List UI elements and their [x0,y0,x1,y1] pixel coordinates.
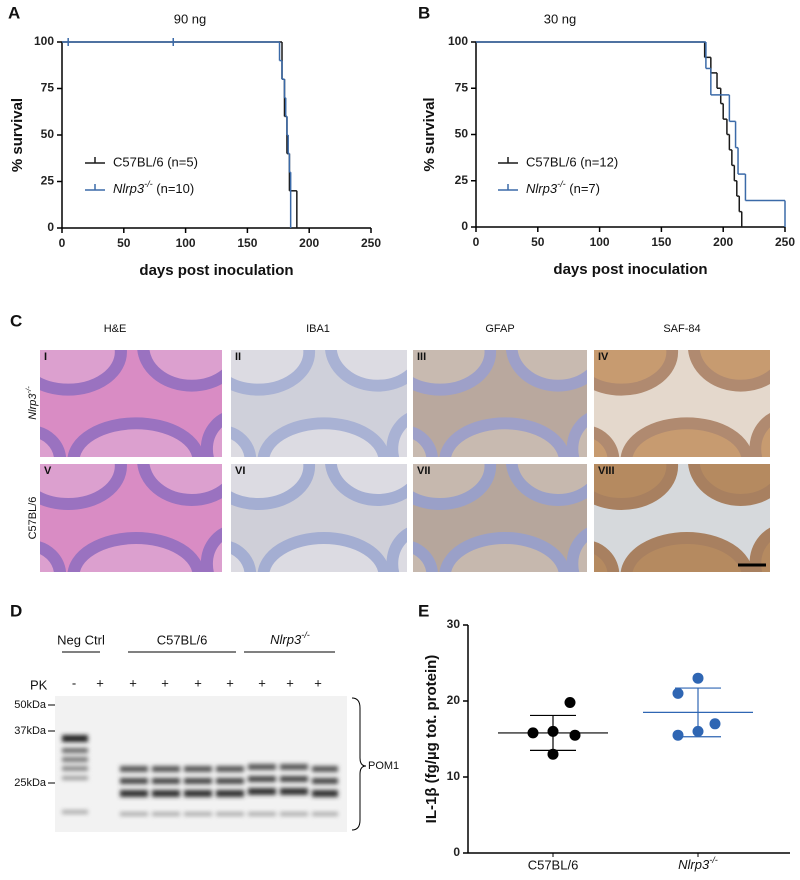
x-tick-label: 250 [361,236,381,250]
row-label: C57BL/6 [27,497,39,540]
marker-label: 25kDa [14,777,47,789]
pk-sign: + [194,675,202,690]
panel-label: D [10,601,22,620]
row-label: Nlrp3-/- [24,386,39,420]
group-label: Nlrp3-/- [270,630,310,647]
panel-numeral: I [44,351,47,363]
y-tick-label: 20 [447,693,461,707]
x-tick-label: 50 [117,236,131,250]
chart-title: 90 ng [174,11,207,26]
x-tick-label: Nlrp3-/- [678,855,718,872]
panel-label: E [418,601,429,620]
column-label: IBA1 [306,323,330,335]
y-tick-label: 0 [47,220,54,234]
x-tick-label: 0 [473,235,480,249]
y-tick-label: 100 [34,34,54,48]
x-tick-label: 200 [713,235,733,249]
pk-label: PK [30,677,48,692]
group-label: Neg Ctrl [57,632,105,647]
chart-title: 30 ng [544,11,577,26]
panel-label: C [10,311,22,330]
y-tick-label: 50 [41,127,55,141]
column-label: GFAP [485,323,514,335]
data-point [547,725,559,737]
pk-sign: + [161,675,169,690]
panel-numeral: II [235,351,241,363]
y-axis-label: IL-1β (fg/µg tot. protein) [423,655,440,824]
data-point [569,729,581,741]
y-tick-label: 0 [461,219,468,233]
x-tick-label: 100 [176,236,196,250]
x-tick-label: 150 [651,235,671,249]
antibody-label: POM1 [368,760,399,772]
pk-sign: - [72,675,76,690]
y-tick-label: 25 [41,174,55,188]
panel-numeral: IV [598,351,609,363]
data-point [564,697,576,709]
x-axis-label: days post inoculation [553,261,707,278]
x-tick-label: 150 [237,236,257,250]
marker-label: 37kDa [14,725,47,737]
data-point [672,687,684,699]
pk-sign: + [226,675,234,690]
pk-sign: + [286,675,294,690]
legend-label: C57BL/6 (n=12) [526,154,618,169]
pk-sign: + [314,675,322,690]
panel-label: A [8,3,20,22]
y-tick-label: 10 [447,769,461,783]
data-point [527,727,539,739]
y-tick-label: 75 [41,81,55,95]
legend-label: Nlrp3-/- (n=7) [526,179,600,196]
x-tick-label: C57BL/6 [528,857,579,872]
pk-sign: + [129,675,137,690]
group-label: C57BL/6 [157,632,208,647]
panel-numeral: VII [417,465,430,477]
data-point [672,729,684,741]
bands [62,735,338,816]
pk-sign: + [258,675,266,690]
y-tick-label: 0 [453,845,460,859]
legend-label: C57BL/6 (n=5) [113,154,198,169]
data-point [692,725,704,737]
histology [40,350,770,572]
column-label: H&E [104,323,127,335]
y-tick-label: 25 [455,173,469,187]
x-axis-label: days post inoculation [139,262,293,279]
marker-label: 50kDa [14,699,47,711]
data-point [692,672,704,684]
panel-numeral: III [417,351,426,363]
pk-sign: + [96,675,104,690]
data-point [547,748,559,760]
x-tick-label: 200 [299,236,319,250]
legend-label: Nlrp3-/- (n=10) [113,179,194,196]
western-blot [48,651,367,832]
y-tick-label: 75 [455,80,469,94]
y-tick-label: 100 [448,34,468,48]
x-tick-label: 50 [531,235,545,249]
x-tick-label: 0 [59,236,66,250]
panel-numeral: V [44,465,52,477]
panel-numeral: VI [235,465,245,477]
y-tick-label: 30 [447,617,461,631]
data-point [709,718,721,730]
x-tick-label: 250 [775,235,795,249]
column-label: SAF-84 [663,323,700,335]
x-tick-label: 100 [590,235,610,249]
panel-label: B [418,3,430,22]
panel-numeral: VIII [598,465,615,477]
y-axis-label: % survival [9,98,26,172]
y-axis-label: % survival [421,97,438,171]
bracket [351,697,367,831]
y-tick-label: 50 [455,127,469,141]
